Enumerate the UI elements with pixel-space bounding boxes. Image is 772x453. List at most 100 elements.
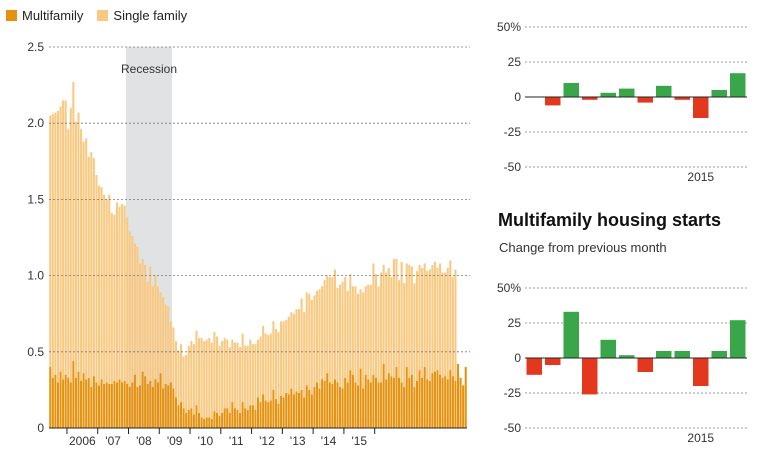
- bar-multifamily: [180, 402, 183, 428]
- bar-multifamily: [377, 382, 380, 428]
- bar-multifamily: [280, 395, 283, 428]
- bar-single-family: [174, 341, 177, 398]
- bar-multifamily: [415, 380, 419, 428]
- y-tick-label: 1.5: [27, 192, 44, 206]
- bar-multifamily: [59, 371, 62, 428]
- bar-single-family: [233, 342, 236, 409]
- bar-single-family: [341, 281, 344, 389]
- bar-negative: [637, 358, 653, 372]
- bar-single-family: [177, 350, 180, 406]
- bar-single-family: [292, 313, 295, 395]
- bar-single-family: [200, 338, 203, 418]
- bar-single-family: [390, 277, 393, 377]
- bar-single-family: [410, 266, 413, 375]
- bar-multifamily: [56, 382, 60, 428]
- bar-multifamily: [62, 379, 65, 428]
- bar-multifamily: [333, 379, 336, 428]
- bar-single-family: [92, 158, 95, 377]
- bar-multifamily: [431, 373, 434, 428]
- bar-multifamily: [290, 388, 293, 428]
- bar-single-family: [336, 287, 339, 383]
- bar-negative: [526, 358, 542, 375]
- bar-single-family: [297, 309, 301, 393]
- bar-multifamily: [367, 379, 370, 428]
- bar-positive: [656, 85, 672, 97]
- bar-multifamily: [354, 382, 357, 428]
- bar-multifamily: [446, 379, 449, 428]
- bar-multifamily: [233, 408, 236, 428]
- bar-multifamily: [382, 363, 385, 428]
- bar-single-family: [254, 344, 257, 410]
- bar-multifamily: [323, 380, 326, 428]
- bar-multifamily: [359, 368, 362, 428]
- bar-single-family: [313, 295, 316, 387]
- bar-multifamily: [146, 383, 149, 428]
- bar-multifamily: [197, 412, 201, 428]
- bar-multifamily: [87, 377, 90, 428]
- bar-multifamily: [187, 409, 190, 428]
- bar-multifamily: [423, 367, 426, 428]
- bar-single-family: [267, 335, 270, 403]
- bar-single-family: [190, 341, 193, 409]
- bar-single-family: [449, 260, 452, 371]
- bar-single-family: [323, 280, 326, 381]
- x-tick-label: 2006: [69, 434, 96, 448]
- bar-multifamily: [380, 382, 383, 428]
- bar-negative: [545, 97, 561, 106]
- bar-single-family: [221, 341, 224, 413]
- bar-single-family: [123, 205, 126, 381]
- bar-single-family: [395, 258, 398, 368]
- bar-multifamily: [410, 374, 413, 428]
- bar-positive: [730, 73, 746, 97]
- bar-single-family: [326, 275, 329, 374]
- bar-single-family: [97, 185, 101, 386]
- legend-item-single-family: Single family: [97, 8, 187, 23]
- bar-multifamily: [103, 383, 106, 428]
- bar-multifamily: [369, 382, 372, 428]
- bar-multifamily: [82, 373, 85, 428]
- bar-multifamily: [272, 389, 275, 428]
- bar-single-family: [372, 263, 375, 375]
- bar-single-family: [182, 356, 185, 409]
- bar-single-family: [136, 246, 139, 387]
- bar-multifamily: [215, 412, 219, 428]
- bar-single-family: [377, 286, 380, 383]
- bar-single-family: [351, 286, 354, 375]
- bar-multifamily: [126, 383, 129, 428]
- bar-multifamily: [67, 377, 70, 428]
- bar-multifamily: [285, 392, 288, 428]
- x-tick-label: '13: [290, 434, 306, 448]
- bar-single-family: [439, 263, 442, 375]
- bar-multifamily: [413, 386, 416, 428]
- bar-single-family: [380, 272, 383, 383]
- bar-single-family: [385, 272, 388, 380]
- bar-multifamily: [239, 412, 242, 428]
- bar-single-family: [87, 156, 90, 378]
- bar-single-family: [187, 345, 190, 410]
- bar-multifamily: [108, 383, 111, 428]
- bar-multifamily: [72, 360, 75, 428]
- bar-single-family: [269, 333, 272, 401]
- bar-single-family: [156, 286, 160, 383]
- y-tick-label: 25: [508, 55, 522, 69]
- bar-multifamily: [362, 388, 365, 428]
- bar-multifamily: [64, 374, 67, 428]
- bar-single-family: [74, 121, 77, 378]
- bar-single-family: [195, 330, 198, 406]
- bar-single-family: [72, 82, 75, 361]
- bar-multifamily: [254, 409, 257, 428]
- bar-single-family: [321, 286, 324, 380]
- bar-single-family: [149, 266, 152, 381]
- bar-single-family: [162, 296, 165, 389]
- bar-multifamily: [264, 400, 267, 428]
- bar-multifamily: [231, 402, 234, 428]
- bar-single-family: [69, 107, 72, 383]
- bar-multifamily: [144, 376, 147, 428]
- bar-single-family: [441, 272, 444, 378]
- bar-single-family: [415, 271, 419, 381]
- bar-positive: [563, 311, 579, 358]
- bar-single-family: [213, 331, 216, 412]
- legend-swatch-single-family: [97, 10, 109, 21]
- bar-multifamily: [403, 386, 406, 428]
- bar-single-family: [356, 293, 360, 386]
